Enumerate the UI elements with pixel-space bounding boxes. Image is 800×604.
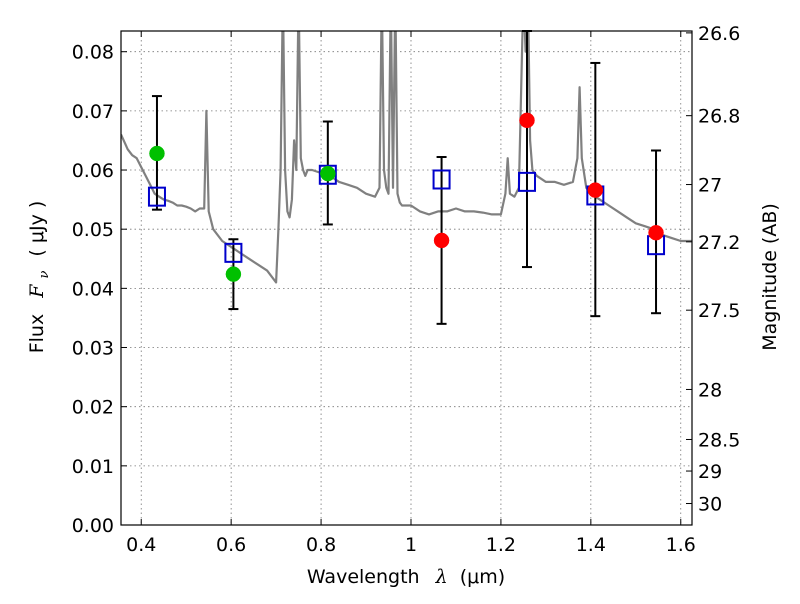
y2-axis-title: Magnitude (AB) — [759, 203, 781, 351]
model-point — [432, 169, 451, 190]
axis-ticks: 0.4 0.6 0.8 1 1.2 1.4 1.6 0.00 0.01 0.02 0.03 0.04 0… — [72, 23, 741, 556]
observed-point-red — [519, 112, 535, 129]
y2-tick-label: 27.5 — [698, 300, 740, 322]
y-tick-label: 0.04 — [72, 278, 114, 300]
x-axis-title-unit: (μm) — [460, 566, 505, 588]
y-tick-label: 0.06 — [72, 160, 114, 182]
y-axis-title-unit: ( μJy ) — [26, 201, 48, 257]
x-tick-label: 1 — [405, 534, 417, 556]
x-tick-label: 0.4 — [126, 534, 156, 556]
y2-tick-label: 30 — [698, 494, 722, 516]
model-point — [318, 164, 337, 185]
template-spectrum-line — [121, 31, 692, 284]
x-axis-title-symbol: λ — [435, 566, 448, 588]
y-tick-label: 0.05 — [72, 219, 114, 241]
y-tick-label: 0.02 — [72, 397, 114, 419]
y-axis-title-text: Flux — [26, 314, 48, 354]
y2-tick-label: 28 — [698, 379, 722, 401]
y2-tick-label: 28.5 — [698, 429, 740, 451]
x-tick-label: 0.6 — [216, 534, 246, 556]
y-tick-label: 0.08 — [72, 42, 114, 64]
observed-point-red — [433, 232, 450, 249]
observed-point-green — [320, 165, 336, 182]
y-axis-title-subscript: ν — [37, 271, 52, 279]
x-tick-label: 0.8 — [306, 534, 336, 556]
x-axis-title-text: Wavelength — [307, 566, 420, 588]
y-tick-label: 0.03 — [72, 338, 114, 360]
plot-frame — [120, 30, 693, 526]
model-point — [224, 242, 243, 263]
y-tick-label: 0.00 — [72, 515, 114, 537]
y-tick-label: 0.07 — [72, 101, 114, 123]
y2-tick-label: 26.8 — [698, 106, 740, 128]
y2-tick-label: 29 — [698, 461, 722, 483]
x-tick-label: 1.6 — [666, 534, 696, 556]
model-points-layer — [147, 164, 666, 263]
y-tick-label: 0.01 — [72, 456, 114, 478]
observed-points-layer — [149, 112, 664, 282]
observed-point-green — [149, 145, 165, 162]
observed-point-green — [225, 266, 242, 282]
y2-tick-label: 27 — [698, 175, 722, 197]
y2-tick-label: 27.2 — [698, 232, 740, 254]
observed-point-red — [648, 224, 664, 241]
template-spectrum-layer — [121, 31, 692, 284]
y-axis-title-symbol: F — [26, 284, 48, 299]
x-tick-label: 1.2 — [486, 534, 516, 556]
y2-axis-title-text: Magnitude (AB) — [759, 203, 781, 351]
grid — [121, 31, 692, 526]
x-tick-label: 1.4 — [576, 534, 606, 556]
y-axis-title: Flux F ν ( μJy ) — [26, 201, 53, 354]
observed-point-red — [587, 182, 604, 198]
y2-tick-label: 26.6 — [698, 23, 740, 45]
model-point — [147, 186, 166, 207]
x-axis-title: Wavelength λ (μm) — [307, 566, 505, 588]
model-point — [517, 171, 536, 192]
